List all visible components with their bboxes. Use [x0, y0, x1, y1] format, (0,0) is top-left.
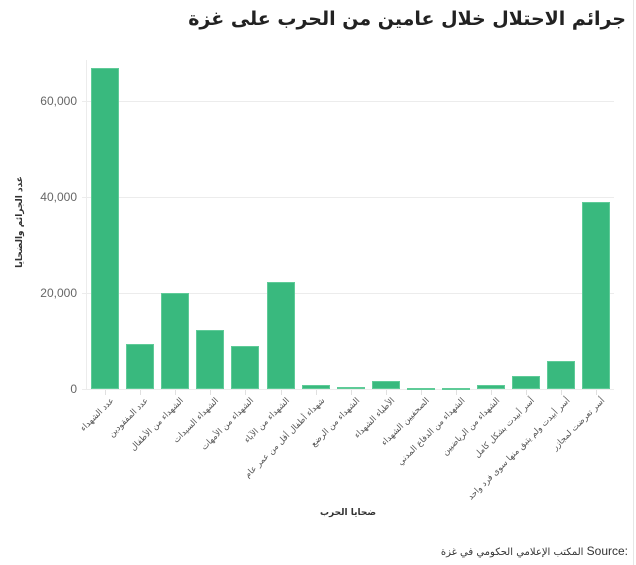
- x-tick: [456, 390, 457, 395]
- x-tick: [596, 390, 598, 395]
- chart-title: جرائم الاحتلال خلال عامين من الحرب على غ…: [188, 8, 626, 30]
- gridline-60000: [82, 101, 614, 102]
- x-tick: [526, 390, 528, 395]
- bar: [371, 381, 400, 390]
- x-tick: [315, 390, 317, 395]
- bar: [406, 387, 435, 390]
- bar: [231, 346, 260, 390]
- x-tick: [210, 390, 212, 395]
- bar: [161, 293, 190, 390]
- bar: [91, 67, 119, 390]
- x-tick: [175, 390, 177, 395]
- bar: [547, 360, 576, 390]
- bar: [512, 376, 541, 390]
- bar: [301, 384, 330, 390]
- x-tick: [420, 390, 422, 395]
- bar: [266, 281, 295, 390]
- x-tick: [140, 390, 142, 395]
- bar: [196, 329, 225, 390]
- bar: [336, 387, 365, 390]
- x-tick: [280, 390, 282, 395]
- y-axis-line: [86, 60, 87, 390]
- x-tick: [561, 390, 563, 395]
- bar: [582, 202, 611, 390]
- bar: [442, 387, 470, 390]
- source-text: المكتب الإعلامي الحكومي في غزة: [440, 547, 584, 558]
- y-tick: 20,000: [40, 286, 77, 300]
- y-tick: 0: [70, 382, 77, 396]
- x-tick: [245, 390, 247, 395]
- gridline-0: [82, 389, 614, 390]
- y-tick: 60,000: [40, 94, 77, 108]
- gridline-20000: [82, 293, 614, 294]
- x-tick: [385, 390, 387, 395]
- x-tick: [350, 390, 352, 395]
- gridline-40000: [82, 197, 614, 198]
- x-axis-label: ضحايا الحرب: [320, 508, 377, 518]
- source-note: المكتب الإعلامي الحكومي في غزة Source:: [441, 544, 628, 558]
- bar: [126, 343, 155, 390]
- x-tick: [105, 390, 106, 395]
- source-label: Source:: [586, 544, 628, 558]
- bar: [477, 385, 506, 390]
- x-tick: [491, 390, 493, 395]
- y-tick: 40,000: [40, 190, 77, 204]
